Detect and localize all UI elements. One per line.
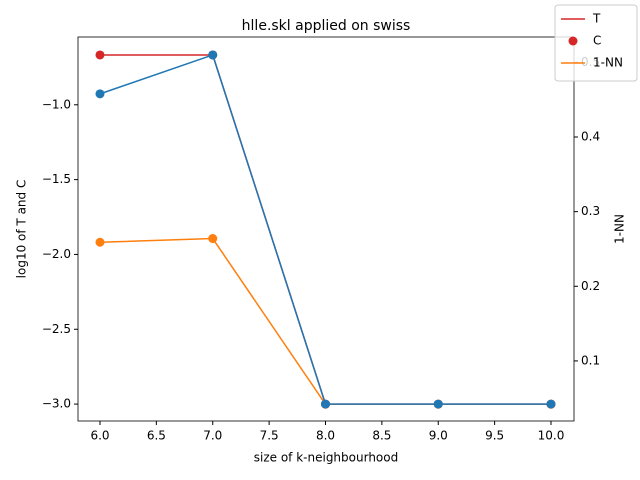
series-line [99,54,551,405]
x-tick-label: 7.0 [203,429,222,443]
x-tick-label: 9.5 [485,429,504,443]
x-tick-label: 9.0 [429,429,448,443]
y-tick-label: −2.5 [42,322,71,336]
x-tick-label: 6.0 [90,429,109,443]
series-marker [95,89,105,99]
x-tick-label: 8.5 [372,429,391,443]
y-axis-label: log10 of T and C [15,180,29,279]
series-marker [95,237,105,247]
series-marker [320,399,330,409]
x-tick-label: 6.5 [147,429,166,443]
y2-tick-label: 0.3 [581,204,600,218]
legend-label: C [593,34,601,48]
legend-label: 1-NN [593,56,623,70]
y2-tick-label: 0.1 [581,353,600,367]
y-tick-label: −2.0 [42,247,71,261]
series-marker [208,50,218,60]
y2-tick-label: 0.4 [581,130,600,144]
plot-frame [77,36,575,422]
x-axis-label: size of k-neighbourhood [254,451,398,465]
series-marker [433,399,443,409]
y2-tick-label: 0.2 [581,279,600,293]
series-line [99,237,551,405]
x-tick-label: 7.5 [260,429,279,443]
legend-box [554,4,638,82]
series-marker [546,399,556,409]
chart-title: hlle.skl applied on swiss [242,18,411,34]
series-marker [95,50,105,60]
y-tick-label: −3.0 [42,397,71,411]
y-tick-label: −1.5 [42,172,71,186]
x-tick-label: 8.0 [316,429,335,443]
x-tick-label: 10.0 [538,429,565,443]
legend-label: T [592,12,601,26]
y-tick-label: −1.0 [42,97,71,111]
series-marker [208,234,218,244]
legend-marker [568,36,578,46]
series-line [99,53,551,405]
y2-axis-label: 1-NN [613,214,627,244]
